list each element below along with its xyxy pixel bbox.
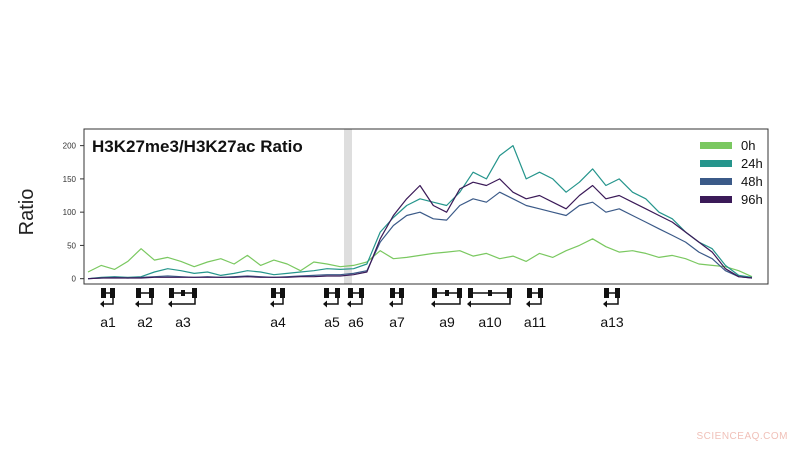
- legend-label-48h: 48h: [741, 174, 763, 189]
- gene-a4: a4: [270, 288, 286, 330]
- legend: 0h 24h 48h 96h: [700, 138, 763, 207]
- legend-label-96h: 96h: [741, 192, 763, 207]
- y-tick-label: 100: [63, 208, 77, 217]
- gene-label-a2: a2: [137, 314, 153, 330]
- gene-label-a11: a11: [524, 314, 547, 330]
- legend-label-24h: 24h: [741, 156, 763, 171]
- gene-label-a7: a7: [389, 314, 405, 330]
- gene-a1: a1: [100, 288, 116, 330]
- y-tick-label: 200: [63, 142, 77, 151]
- gene-a6: a6: [347, 288, 364, 330]
- gene-a10: a10: [467, 288, 512, 330]
- gene-a13: a13: [600, 288, 624, 330]
- gene-label-a10: a10: [478, 314, 502, 330]
- legend-label-0h: 0h: [741, 138, 755, 153]
- watermark: SCIENCEAQ.COM: [696, 431, 788, 442]
- legend-swatch-0h: [700, 142, 732, 149]
- chart-title: H3K27me3/H3K27ac Ratio: [92, 137, 303, 156]
- gene-a9: a9: [431, 288, 462, 330]
- gene-a2: a2: [135, 288, 154, 330]
- gene-label-a3: a3: [175, 314, 191, 330]
- plot-frame: [83, 128, 769, 285]
- y-tick-label: 0: [72, 275, 77, 284]
- y-axis-label: Ratio: [16, 189, 38, 236]
- gene-label-a6: a6: [348, 314, 364, 330]
- gene-label-a9: a9: [439, 314, 455, 330]
- series-line-96h: [87, 178, 753, 280]
- gene-label-a13: a13: [600, 314, 624, 330]
- y-tick-label: 50: [67, 241, 76, 250]
- gene-label-a5: a5: [324, 314, 340, 330]
- gene-a5: a5: [323, 288, 340, 330]
- gene-track: a1 a2 a3 a4 a5 a6 a7 a9 a10 a11 a13: [100, 288, 624, 330]
- legend-swatch-24h: [700, 160, 732, 167]
- gene-a3: a3: [168, 288, 197, 330]
- series-line-0h: [87, 238, 753, 278]
- gene-label-a1: a1: [100, 314, 116, 330]
- legend-swatch-96h: [700, 196, 732, 203]
- series-lines: [87, 145, 753, 280]
- gene-a11: a11: [524, 288, 547, 330]
- gene-label-a4: a4: [270, 314, 286, 330]
- gap-band: [344, 129, 352, 284]
- y-axis: 0 50 100 150 200: [63, 142, 84, 284]
- legend-swatch-48h: [700, 178, 732, 185]
- gene-a7: a7: [389, 288, 405, 330]
- series-line-24h: [87, 145, 753, 280]
- y-tick-label: 150: [63, 175, 77, 184]
